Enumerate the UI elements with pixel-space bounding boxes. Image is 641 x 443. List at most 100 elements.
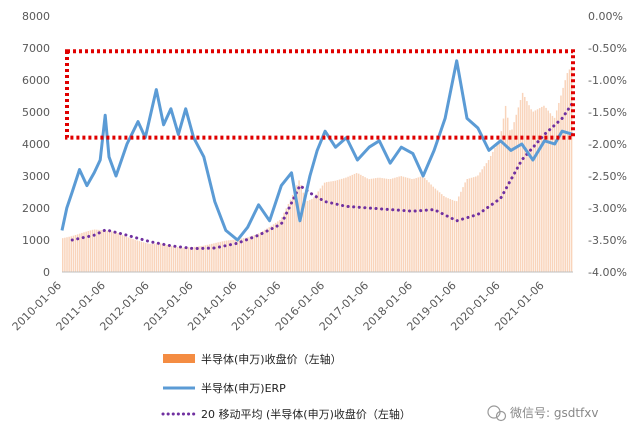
bar	[211, 243, 213, 272]
bar	[138, 241, 141, 272]
bar	[549, 113, 552, 272]
bar	[296, 185, 298, 272]
bar	[570, 65, 573, 272]
bar	[204, 245, 207, 272]
bar	[281, 217, 283, 272]
bar	[240, 238, 243, 272]
bar	[355, 173, 358, 272]
bar	[179, 247, 181, 272]
legend-label-bar: 半导体(申万)收盘价（左轴）	[201, 352, 342, 366]
bar	[247, 237, 249, 272]
y-right-tick-label: -1.00%	[588, 74, 627, 87]
bar	[483, 166, 486, 272]
bar	[208, 244, 211, 272]
bar	[489, 155, 492, 272]
bar	[206, 244, 209, 272]
bar	[151, 243, 153, 272]
bar	[300, 185, 302, 272]
bar	[347, 176, 349, 272]
bar	[110, 231, 113, 272]
bar	[79, 233, 81, 272]
y-right-tick-label: -0.50%	[588, 42, 627, 55]
bar	[153, 243, 156, 272]
bar	[277, 221, 279, 272]
y-right-tick-label: -1.50%	[588, 106, 627, 119]
bar	[102, 230, 104, 272]
bar	[364, 177, 366, 272]
y-right-tick-label: -2.00%	[588, 138, 627, 151]
bar	[198, 246, 200, 272]
bar	[200, 246, 202, 272]
bar	[136, 240, 139, 272]
bar	[502, 118, 505, 272]
bar	[317, 191, 319, 272]
bar	[370, 178, 373, 272]
bar	[538, 108, 541, 273]
series-line-erp	[60, 59, 574, 242]
y-right-tick-label: -2.50%	[588, 170, 627, 183]
bar	[70, 236, 73, 272]
x-axis: 2010-01-062011-01-062012-01-062013-01-06…	[10, 279, 547, 333]
y-right-tick-label: 0.00%	[588, 10, 623, 23]
bar	[68, 236, 70, 272]
y-left-tick-label: 2000	[22, 202, 50, 215]
bar	[236, 239, 239, 272]
bar	[389, 178, 392, 272]
bar	[311, 198, 313, 272]
bar	[555, 110, 558, 272]
watermark-text: 微信号: gsdtfxv	[510, 406, 598, 420]
legend-item-bar: 半导体(申万)收盘价（左轴）	[163, 352, 342, 366]
bar	[108, 231, 111, 272]
bar	[451, 199, 454, 272]
bar	[543, 105, 545, 272]
bar	[168, 245, 170, 272]
bar	[353, 173, 356, 272]
bar	[257, 233, 260, 272]
bar	[568, 69, 571, 272]
bar	[268, 227, 271, 272]
bar	[558, 102, 560, 272]
bar	[528, 105, 530, 272]
bar	[98, 229, 100, 272]
bar	[455, 201, 458, 272]
bar	[460, 191, 462, 272]
bar	[526, 101, 528, 272]
bar	[479, 172, 481, 272]
bar	[417, 177, 420, 272]
bar	[362, 176, 364, 272]
bar	[285, 208, 288, 272]
bar	[149, 243, 151, 272]
bar	[272, 224, 275, 272]
bar	[409, 178, 411, 272]
bar	[398, 176, 400, 272]
bar	[93, 229, 96, 272]
bar	[396, 177, 398, 272]
bar	[91, 229, 94, 272]
bar	[130, 238, 132, 272]
y-right-tick-label: -3.00%	[588, 202, 627, 215]
bar	[264, 229, 266, 272]
y-left-tick-label: 7000	[22, 42, 50, 55]
bar	[387, 178, 390, 272]
bar	[415, 178, 417, 272]
bar	[125, 236, 128, 272]
bar	[372, 178, 375, 272]
bar	[349, 175, 351, 272]
bar	[115, 232, 117, 272]
bar	[185, 247, 187, 272]
bar	[274, 222, 277, 272]
bar	[332, 181, 334, 272]
bar	[76, 234, 79, 272]
bar	[113, 231, 115, 272]
bar	[213, 243, 215, 272]
bar	[170, 245, 173, 272]
legend: 半导体(申万)收盘价（左轴） 半导体(申万)ERP 20 移动平均 (半导体(申…	[161, 352, 411, 421]
bar	[72, 235, 75, 272]
y-right-tick-label: -4.00%	[588, 266, 627, 279]
bar	[402, 176, 405, 272]
bar	[377, 177, 379, 272]
bar	[530, 109, 532, 272]
bar	[217, 242, 219, 272]
bar	[511, 129, 513, 272]
